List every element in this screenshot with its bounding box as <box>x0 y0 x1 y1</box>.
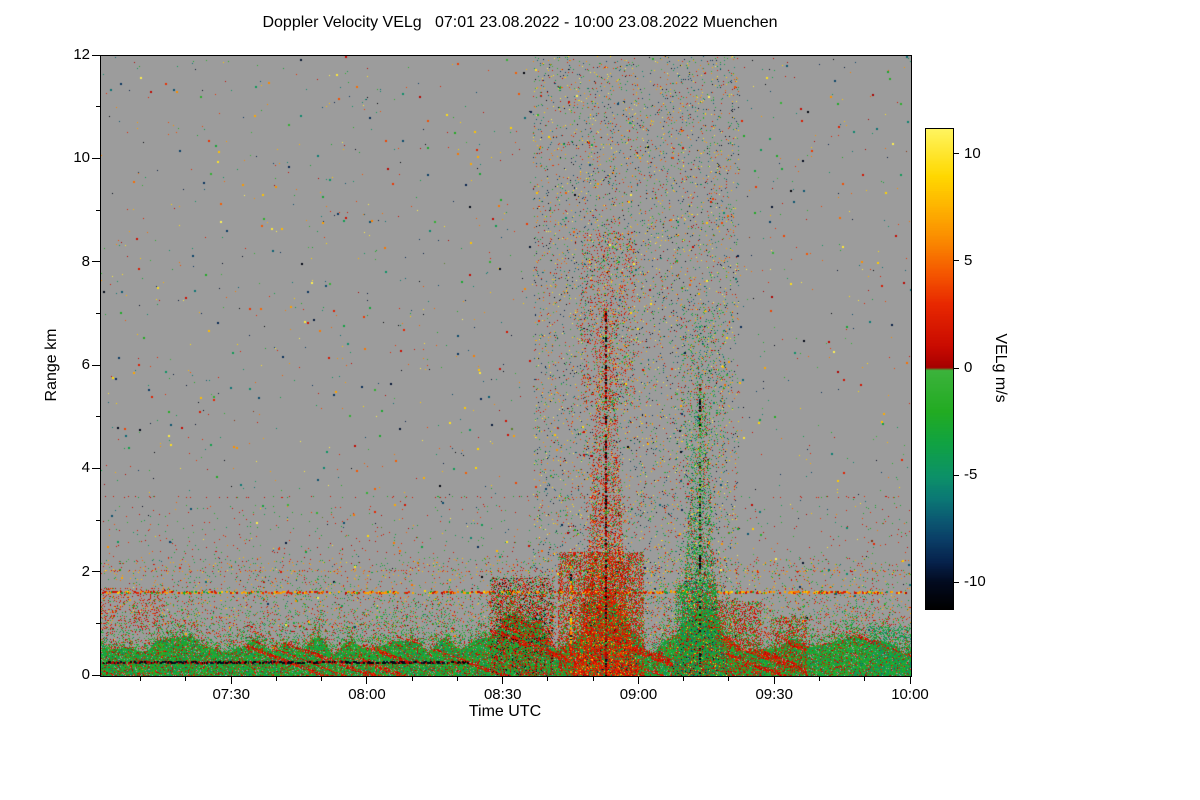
x-tick-label: 09:30 <box>755 686 793 703</box>
colorbar-tick-mark <box>954 367 959 369</box>
y-minor-tick-mark <box>96 622 100 624</box>
x-minor-tick-mark <box>411 677 413 681</box>
x-tick-label: 09:00 <box>619 686 658 703</box>
x-tick-label: 07:30 <box>212 686 250 703</box>
chart-title: Doppler Velocity VELg 07:01 23.08.2022 -… <box>262 14 778 31</box>
y-minor-tick-mark <box>96 312 100 314</box>
x-tick-mark <box>366 677 368 684</box>
y-tick-mark <box>92 674 100 676</box>
heatmap-canvas <box>101 56 911 676</box>
x-minor-tick-mark <box>728 677 730 681</box>
x-tick-mark <box>502 677 504 684</box>
x-minor-tick-mark <box>185 677 187 681</box>
y-tick-mark <box>92 54 100 56</box>
x-tick-mark <box>909 677 911 684</box>
colorbar-tick-label: 0 <box>964 359 973 376</box>
x-minor-tick-mark <box>275 677 277 681</box>
x-minor-tick-mark <box>140 677 142 681</box>
colorbar-canvas <box>926 129 953 609</box>
x-tick-mark <box>637 677 639 684</box>
x-minor-tick-mark <box>818 677 820 681</box>
y-tick-mark <box>92 467 100 469</box>
x-tick-mark <box>773 677 775 684</box>
y-tick-label: 10 <box>73 149 90 167</box>
colorbar-tick-mark <box>954 153 959 155</box>
colorbar-tick-label: 5 <box>964 251 973 269</box>
y-tick-mark <box>92 157 100 159</box>
y-tick-label: 2 <box>81 562 90 580</box>
y-tick-label: 12 <box>73 46 90 63</box>
y-tick-mark <box>92 364 100 366</box>
x-tick-mark <box>230 677 232 684</box>
y-tick-label: 0 <box>81 666 90 683</box>
x-minor-tick-mark <box>683 677 685 681</box>
colorbar-tick-mark <box>954 581 959 583</box>
x-minor-tick-mark <box>592 677 594 681</box>
y-tick-label: 4 <box>81 459 90 477</box>
colorbar-tick-label: 10 <box>964 144 981 162</box>
x-minor-tick-mark <box>864 677 866 681</box>
x-tick-label: 08:00 <box>348 686 386 703</box>
x-minor-tick-mark <box>321 677 323 681</box>
x-axis-label: Time UTC <box>468 703 542 720</box>
colorbar-frame <box>925 128 954 610</box>
colorbar-tick-label: -10 <box>964 573 986 591</box>
y-minor-tick-mark <box>96 209 100 211</box>
colorbar-tick-mark <box>954 474 959 476</box>
x-minor-tick-mark <box>547 677 549 681</box>
plot-frame <box>100 55 912 677</box>
x-tick-label: 08:30 <box>483 686 522 703</box>
y-tick-label: 8 <box>81 252 90 270</box>
x-minor-tick-mark <box>456 677 458 681</box>
x-tick-label: 10:00 <box>891 686 929 703</box>
y-tick-label: 6 <box>81 356 90 373</box>
y-tick-mark <box>92 261 100 263</box>
y-minor-tick-mark <box>96 106 100 108</box>
y-minor-tick-mark <box>96 519 100 521</box>
y-tick-mark <box>92 571 100 573</box>
y-minor-tick-mark <box>96 416 100 418</box>
colorbar-tick-mark <box>954 260 959 262</box>
colorbar-tick-label: -5 <box>964 466 978 484</box>
